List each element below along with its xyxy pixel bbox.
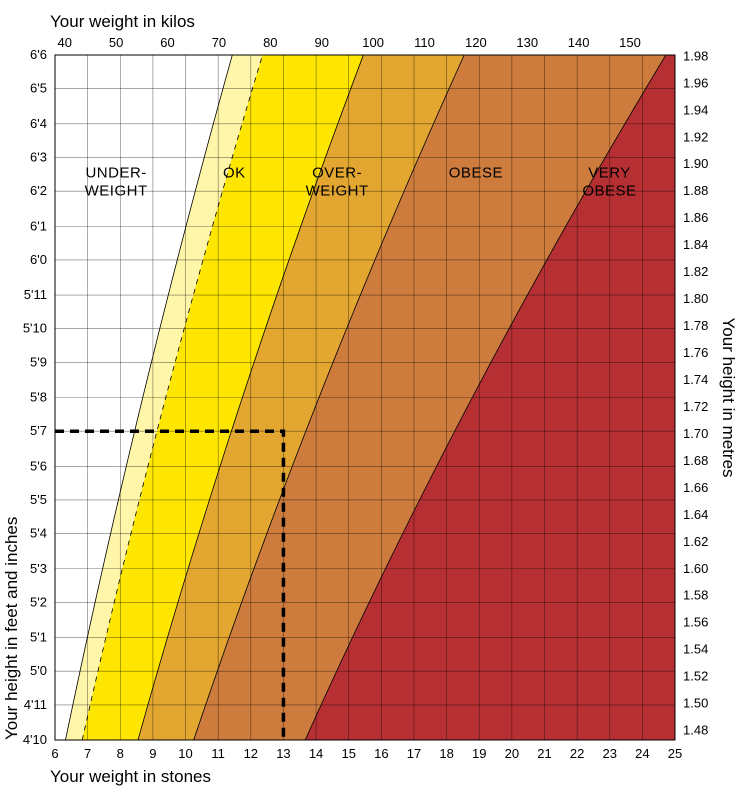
tick-stones: 11: [211, 746, 225, 761]
tick-stones: 25: [668, 746, 682, 761]
tick-metres: 1.58: [683, 588, 708, 603]
tick-feet: 6'2: [30, 183, 47, 198]
tick-stones: 23: [603, 746, 617, 761]
tick-feet: 6'0: [30, 252, 47, 267]
tick-stones: 19: [472, 746, 486, 761]
tick-feet: 5'2: [30, 594, 47, 609]
zone-label-very-obese: VERYOBESE: [582, 165, 636, 200]
tick-feet: 4'10: [23, 732, 47, 747]
tick-feet: 5'7: [30, 423, 47, 438]
title-left: Your height in feet and inches: [2, 517, 21, 740]
zone-label-ok: OK: [223, 165, 246, 182]
tick-metres: 1.54: [683, 642, 708, 657]
bmi-chart: UNDER-WEIGHT OK OVER-WEIGHT OBESE VERYOBESE Y…: [0, 0, 735, 800]
tick-metres: 1.66: [683, 480, 708, 495]
tick-stones: 14: [309, 746, 323, 761]
tick-kilos: 90: [314, 35, 328, 50]
tick-kilos: 140: [568, 35, 590, 50]
tick-stones: 6: [51, 746, 58, 761]
zone-label-obese: OBESE: [449, 165, 503, 182]
tick-feet: 5'3: [30, 561, 47, 576]
tick-metres: 1.48: [683, 723, 708, 738]
tick-metres: 1.86: [683, 210, 708, 225]
tick-metres: 1.60: [683, 561, 708, 576]
title-right: Your height in metres: [719, 318, 735, 478]
tick-stones: 15: [341, 746, 355, 761]
tick-kilos: 130: [516, 35, 538, 50]
tick-metres: 1.80: [683, 291, 708, 306]
tick-kilos: 50: [109, 35, 123, 50]
tick-metres: 1.76: [683, 345, 708, 360]
tick-metres: 1.90: [683, 156, 708, 171]
tick-stones: 20: [505, 746, 519, 761]
tick-feet: 4'11: [24, 697, 47, 712]
tick-feet: 5'6: [30, 458, 47, 473]
tick-metres: 1.52: [683, 669, 708, 684]
tick-feet: 6'5: [30, 81, 47, 96]
zone-label-underweight: UNDER-WEIGHT: [85, 165, 148, 200]
tick-metres: 1.70: [683, 426, 708, 441]
tick-feet: 5'4: [30, 526, 47, 541]
tick-stones: 21: [537, 746, 551, 761]
tick-kilos: 40: [58, 35, 72, 50]
tick-metres: 1.78: [683, 318, 708, 333]
tick-feet: 6'1: [30, 218, 47, 233]
tick-stones: 12: [244, 746, 258, 761]
tick-metres: 1.62: [683, 534, 708, 549]
tick-stones: 7: [84, 746, 91, 761]
tick-feet: 6'6: [30, 47, 47, 62]
tick-metres: 1.88: [683, 183, 708, 198]
tick-metres: 1.84: [683, 237, 708, 252]
title-top: Your weight in kilos: [50, 12, 195, 31]
tick-kilos: 110: [414, 35, 435, 50]
tick-metres: 1.92: [683, 129, 708, 144]
tick-kilos: 80: [263, 35, 277, 50]
tick-metres: 1.72: [683, 399, 708, 414]
tick-feet: 6'4: [30, 116, 47, 131]
tick-metres: 1.56: [683, 615, 708, 630]
tick-metres: 1.64: [683, 507, 708, 522]
tick-feet: 5'5: [30, 492, 47, 507]
tick-kilos: 150: [619, 35, 641, 50]
tick-kilos: 100: [362, 35, 384, 50]
tick-stones: 16: [374, 746, 388, 761]
tick-stones: 18: [439, 746, 453, 761]
grid: [55, 55, 675, 740]
tick-feet: 5'9: [30, 354, 47, 369]
title-bottom: Your weight in stones: [50, 767, 211, 786]
tick-metres: 1.82: [683, 264, 708, 279]
tick-kilos: 120: [465, 35, 487, 50]
tick-feet: 5'8: [30, 390, 47, 405]
tick-feet: 5'10: [23, 321, 47, 336]
tick-metres: 1.96: [683, 75, 708, 90]
tick-stones: 22: [570, 746, 584, 761]
tick-feet: 5'11: [24, 287, 47, 302]
tick-stones: 13: [276, 746, 290, 761]
tick-stones: 8: [117, 746, 124, 761]
tick-stones: 10: [178, 746, 192, 761]
tick-metres: 1.94: [683, 102, 708, 117]
tick-stones: 17: [407, 746, 421, 761]
tick-kilos: 70: [212, 35, 226, 50]
tick-stones: 24: [635, 746, 649, 761]
tick-feet: 5'1: [30, 630, 47, 645]
tick-feet: 6'3: [30, 149, 47, 164]
tick-metres: 1.50: [683, 696, 708, 711]
tick-stones: 9: [149, 746, 156, 761]
tick-feet: 5'0: [30, 663, 47, 678]
tick-metres: 1.74: [683, 372, 708, 387]
tick-metres: 1.68: [683, 453, 708, 468]
tick-metres: 1.98: [683, 48, 708, 63]
zone-label-overweight: OVER-WEIGHT: [306, 165, 369, 200]
tick-kilos: 60: [160, 35, 174, 50]
